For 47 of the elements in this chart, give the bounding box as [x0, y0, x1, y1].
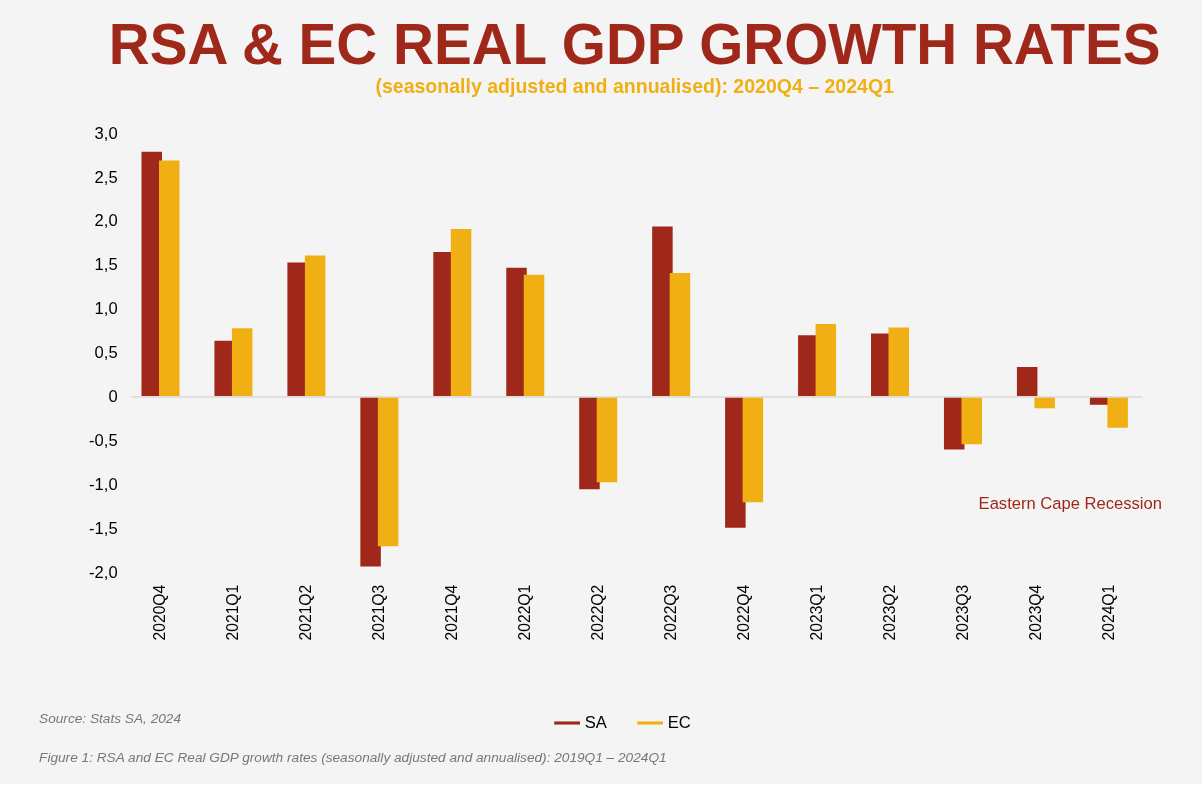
y-tick-label: -1,0 — [89, 475, 118, 495]
bar — [1107, 396, 1128, 428]
source-note: Source: Stats SA, 2024 — [39, 711, 182, 727]
y-tick-label: 1,5 — [94, 255, 118, 275]
y-tick-label: 3,0 — [94, 123, 118, 143]
bar — [742, 396, 764, 503]
y-tick-label: 0,5 — [94, 343, 118, 363]
legend-label: EC — [667, 712, 691, 732]
chart-subtitle: (seasonally adjusted and annualised): 2020Q4 – 2024Q1 — [375, 75, 895, 98]
x-tick-label: 2021Q4 — [443, 584, 461, 641]
y-tick-label: 2,5 — [94, 167, 118, 187]
legend-label: SA — [584, 712, 608, 732]
x-tick-label: 2021Q3 — [370, 584, 388, 641]
y-tick-label: 0 — [108, 387, 118, 407]
annotation: Eastern Cape Recession — [978, 494, 1162, 514]
x-tick-label: 2022Q4 — [735, 584, 752, 641]
x-tick-label: 2022Q1 — [516, 584, 534, 641]
bar — [304, 255, 326, 397]
x-tick-label: 2021Q2 — [297, 584, 315, 641]
x-tick-label: 2022Q2 — [589, 584, 607, 641]
bar — [523, 274, 545, 397]
bar — [596, 396, 618, 483]
bar — [961, 396, 982, 445]
x-tick-label: 2023Q1 — [807, 584, 825, 641]
y-tick-label: -1,5 — [89, 519, 118, 539]
bar — [159, 160, 180, 397]
y-tick-label: -2,0 — [89, 563, 118, 583]
bar — [1016, 367, 1038, 397]
y-tick-label: 2,0 — [94, 211, 118, 231]
caption: Figure 1: RSA and EC Real GDP growth rates (seasonally adjusted and annualised): 2019Q1 – 2024Q1 — [39, 750, 667, 766]
x-tick-label: 2023Q3 — [953, 584, 971, 641]
bar — [888, 327, 910, 397]
bar — [815, 323, 837, 397]
bar — [1034, 396, 1055, 409]
y-tick-label: 1,0 — [94, 299, 118, 319]
x-tick-label: 2022Q3 — [662, 584, 680, 641]
bar — [377, 396, 399, 547]
x-tick-label: 2021Q1 — [224, 584, 242, 641]
bar — [231, 328, 253, 397]
bar — [669, 272, 691, 397]
chart-title: RSA & EC REAL GDP GROWTH RATES — [108, 12, 1161, 76]
x-tick-label: 2023Q2 — [880, 584, 898, 641]
x-tick-label: 2024Q1 — [1099, 584, 1117, 641]
bar — [450, 229, 472, 397]
y-tick-label: -0,5 — [89, 431, 118, 451]
x-tick-label: 2020Q4 — [151, 584, 169, 641]
x-tick-label: 2023Q4 — [1026, 584, 1044, 641]
